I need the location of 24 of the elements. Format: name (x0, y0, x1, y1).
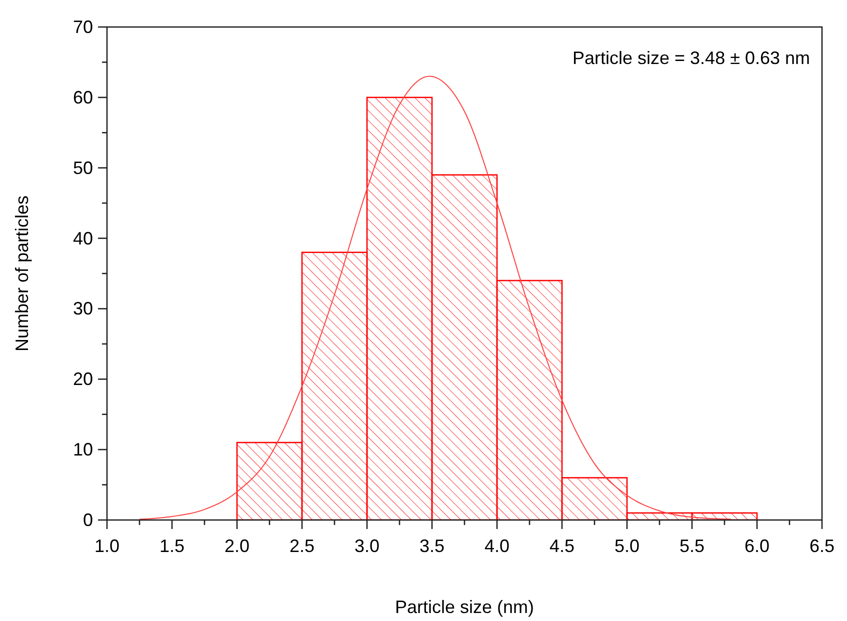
line-series (139, 76, 732, 520)
y-tick-label: 60 (72, 87, 93, 108)
x-tick-label: 6.0 (744, 536, 770, 556)
y-axis-title: Number of particles (12, 195, 32, 352)
x-tick-label: 1.0 (94, 536, 120, 556)
y-tick-label: 20 (72, 369, 93, 390)
x-tick-label: 3.0 (354, 536, 380, 556)
x-tick-label: 3.5 (419, 536, 445, 556)
y-tick-label: 10 (72, 440, 93, 460)
y-tick-label: 30 (72, 298, 93, 319)
x-tick-label: 2.5 (289, 536, 315, 556)
x-tick-label: 5.0 (614, 536, 640, 556)
y-tick-label: 50 (72, 158, 93, 178)
y-tick-label: 70 (72, 17, 93, 37)
x-tick-label: 2.0 (224, 536, 250, 556)
y-tick-label: 40 (72, 228, 93, 248)
x-tick-label: 5.5 (679, 536, 705, 556)
x-tick-label: 4.0 (484, 536, 510, 556)
x-tick-label: 4.5 (549, 536, 575, 556)
x-tick-label: 6.5 (809, 536, 835, 556)
x-axis-title: Particle size (nm) (394, 597, 534, 617)
annotation: Particle size = 3.48 ± 0.63 nm (572, 48, 810, 68)
y-tick-label: 0 (82, 510, 93, 530)
x-tick-label: 1.5 (159, 536, 185, 556)
